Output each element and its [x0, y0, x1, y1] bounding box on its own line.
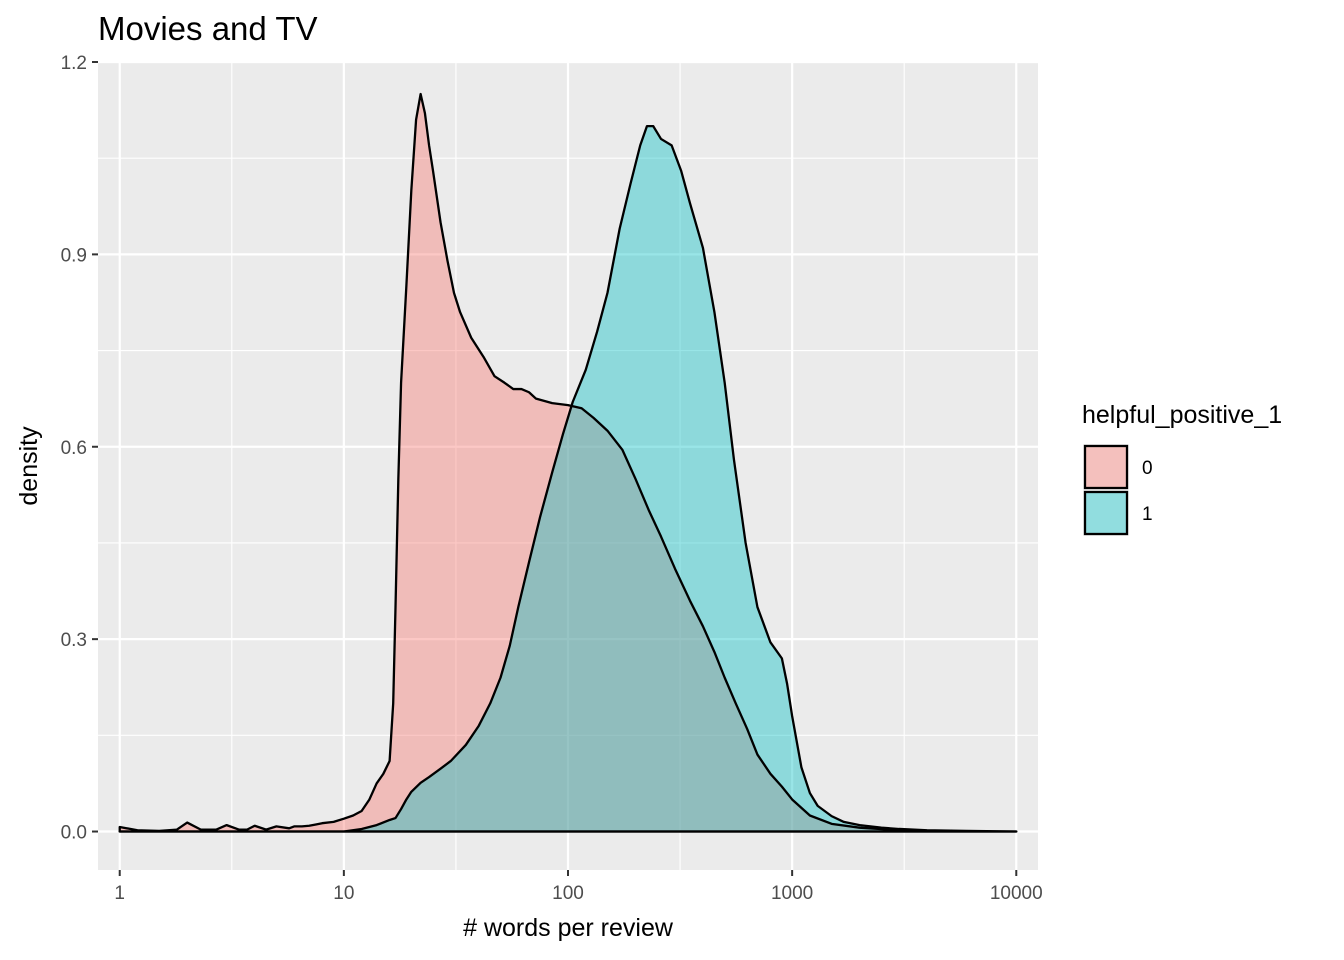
density-areas: [118, 92, 1018, 833]
density-area-series-0: [119, 94, 1017, 832]
density-area-series-1: [119, 126, 1017, 832]
y-axis: 0.0 0.3 0.6 0.9 1.2: [61, 53, 98, 844]
legend-swatch-0: [1083, 444, 1129, 490]
legend-title: helpful_positive_1: [1082, 401, 1282, 429]
x-tick-label: 10000: [990, 883, 1043, 904]
x-tick-label: 100: [552, 883, 584, 904]
y-tick-label: 0.6: [61, 438, 87, 459]
legend-key-background: [1083, 444, 1129, 490]
y-tick-label: 0.9: [61, 245, 87, 266]
x-axis-title: # words per review: [463, 914, 674, 942]
legend-label: 0: [1142, 458, 1153, 479]
chart-title: Movies and TV: [98, 10, 318, 47]
plot-panel: [98, 60, 1038, 870]
legend-items: 01: [1083, 444, 1153, 536]
y-tick-label: 0.0: [61, 823, 87, 844]
legend: helpful_positive_1 01: [1082, 401, 1282, 536]
density-outline-series-0: [118, 92, 1018, 833]
x-tick-label: 1: [114, 883, 125, 904]
legend-swatch-1: [1083, 490, 1129, 536]
x-axis: 1 10 100 1000 10000: [114, 870, 1043, 904]
legend-label: 1: [1142, 504, 1153, 525]
y-axis-title: density: [15, 426, 43, 506]
x-tick-label: 10: [333, 883, 354, 904]
y-tick-label: 1.2: [61, 53, 87, 74]
legend-key-background: [1083, 490, 1129, 536]
y-tick-label: 0.3: [61, 630, 87, 651]
density-outline-series-1: [118, 124, 1018, 833]
x-tick-label: 1000: [771, 883, 813, 904]
